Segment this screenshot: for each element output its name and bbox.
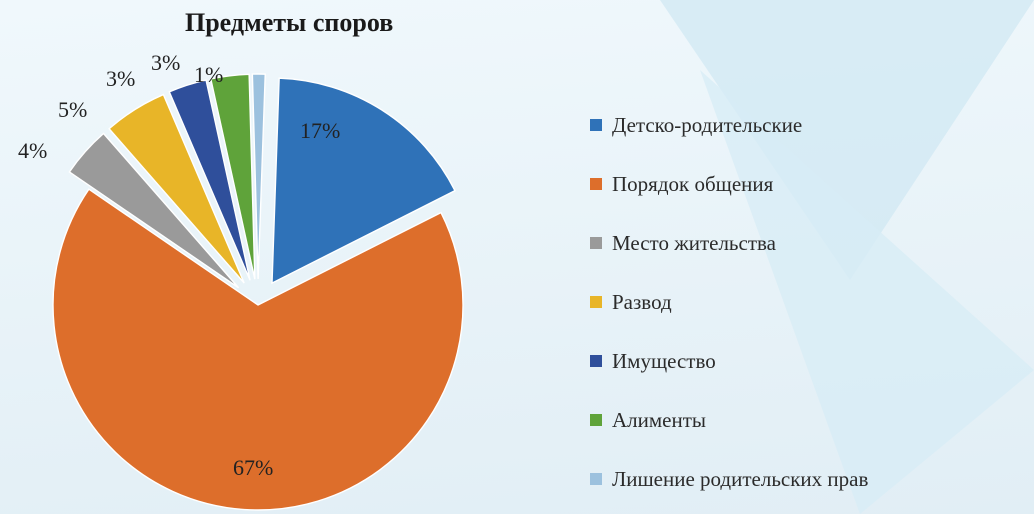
legend-swatch (590, 473, 602, 485)
legend-swatch (590, 237, 602, 249)
slice-label: 3% (106, 66, 135, 92)
legend-label: Развод (612, 290, 672, 315)
legend-label: Детско-родительские (612, 113, 802, 138)
legend: Детско-родительские Порядок общения Место … (590, 105, 868, 499)
legend-item: Алименты (590, 400, 868, 440)
legend-label: Лишение родительских прав (612, 467, 868, 492)
legend-item: Лишение родительских прав (590, 459, 868, 499)
legend-item: Порядок общения (590, 164, 868, 204)
legend-swatch (590, 355, 602, 367)
legend-label: Имущество (612, 349, 716, 374)
slice-label: 17% (300, 118, 340, 144)
legend-item: Имущество (590, 341, 868, 381)
slice-label: 1% (194, 62, 223, 88)
chart-title: Предметы споров (185, 8, 393, 38)
legend-swatch (590, 119, 602, 131)
pie-chart (21, 68, 495, 514)
legend-item: Место жительства (590, 223, 868, 263)
legend-item: Детско-родительские (590, 105, 868, 145)
slice-label: 3% (151, 50, 180, 76)
legend-swatch (590, 178, 602, 190)
legend-label: Алименты (612, 408, 706, 433)
slice-label: 5% (58, 97, 87, 123)
legend-swatch (590, 296, 602, 308)
legend-label: Порядок общения (612, 172, 773, 197)
slice-label: 4% (18, 138, 47, 164)
legend-item: Развод (590, 282, 868, 322)
slice-label: 67% (233, 455, 273, 481)
legend-swatch (590, 414, 602, 426)
legend-label: Место жительства (612, 231, 776, 256)
